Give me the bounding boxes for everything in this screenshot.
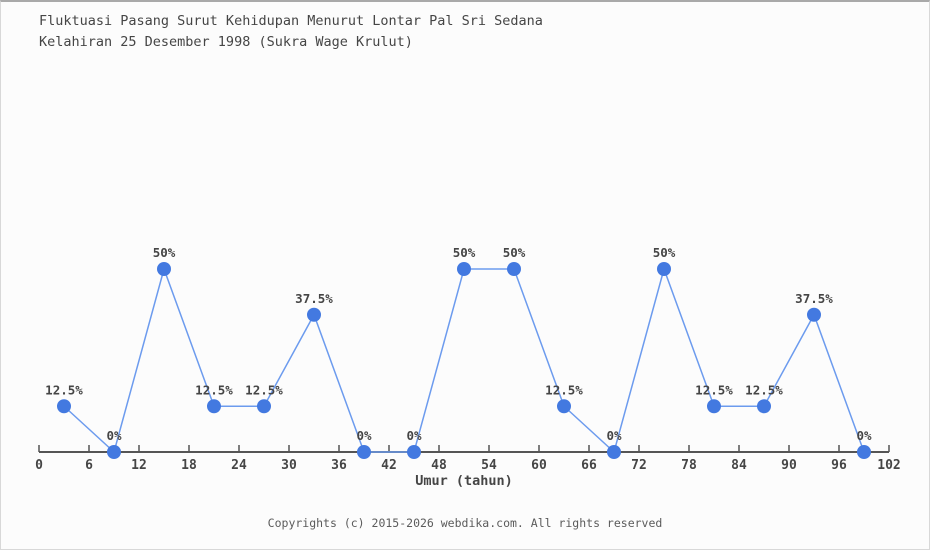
data-point-label: 0% <box>406 428 422 443</box>
data-point-label: 12.5% <box>695 382 733 397</box>
data-point-label: 0% <box>606 428 622 443</box>
x-axis-tick-label: 66 <box>581 458 597 473</box>
chart-title-line2: Kelahiran 25 Desember 1998 (Sukra Wage K… <box>39 34 413 50</box>
data-point-label: 50% <box>503 245 526 260</box>
x-axis-tick-label: 0 <box>35 458 43 473</box>
x-axis-tick-label: 78 <box>681 458 697 473</box>
x-axis-tick-label: 6 <box>85 458 93 473</box>
data-point-label: 50% <box>453 245 476 260</box>
data-point-label: 12.5% <box>245 382 283 397</box>
x-axis-tick-label: 30 <box>281 458 297 473</box>
data-point-label: 37.5% <box>795 291 833 306</box>
data-point <box>657 262 671 276</box>
data-point-label: 0% <box>856 428 872 443</box>
x-axis-title: Umur (tahun) <box>415 473 513 489</box>
data-point <box>857 445 871 459</box>
data-point <box>607 445 621 459</box>
data-point-label: 12.5% <box>545 382 583 397</box>
data-point-label: 12.5% <box>745 382 783 397</box>
series-line <box>63 266 865 454</box>
x-axis-tick-label: 48 <box>431 458 447 473</box>
data-point-label: 0% <box>356 428 372 443</box>
chart-title-line1: Fluktuasi Pasang Surut Kehidupan Menurut… <box>39 13 543 29</box>
data-point <box>257 399 271 414</box>
data-point <box>57 399 71 414</box>
data-point <box>107 445 121 459</box>
data-point-label: 12.5% <box>45 382 83 397</box>
data-point <box>757 399 771 414</box>
data-point-label: 12.5% <box>195 382 233 397</box>
copyright-footer: Copyrights (c) 2015-2026 webdika.com. Al… <box>267 516 663 530</box>
data-point <box>557 399 571 414</box>
x-axis-tick-label: 60 <box>531 458 547 473</box>
data-point <box>207 399 221 414</box>
data-point <box>457 262 471 276</box>
x-axis-tick-label: 12 <box>131 458 147 473</box>
x-axis-tick-label: 102 <box>877 458 900 473</box>
x-axis-tick-label: 72 <box>631 458 647 473</box>
data-point-label: 50% <box>653 245 676 260</box>
x-axis-tick-label: 18 <box>181 458 197 473</box>
data-point <box>707 399 721 414</box>
x-axis-tick-label: 24 <box>231 458 247 473</box>
data-point-label: 37.5% <box>295 291 333 306</box>
data-point <box>357 445 371 459</box>
data-point <box>407 445 421 459</box>
x-axis-tick-label: 36 <box>331 458 347 473</box>
data-point <box>307 307 321 322</box>
x-axis-tick-label: 54 <box>481 458 497 473</box>
chart-title: Fluktuasi Pasang Surut Kehidupan Menurut… <box>39 11 543 53</box>
x-axis-tick-label: 90 <box>781 458 797 473</box>
data-point <box>807 307 821 322</box>
data-point-label: 0% <box>106 428 122 443</box>
data-point <box>507 262 521 276</box>
data-point <box>157 262 171 276</box>
x-axis-tick-label: 84 <box>731 458 747 473</box>
x-axis-tick-label: 96 <box>831 458 847 473</box>
data-point-label: 50% <box>153 245 176 260</box>
x-axis-tick-label: 42 <box>381 458 397 473</box>
